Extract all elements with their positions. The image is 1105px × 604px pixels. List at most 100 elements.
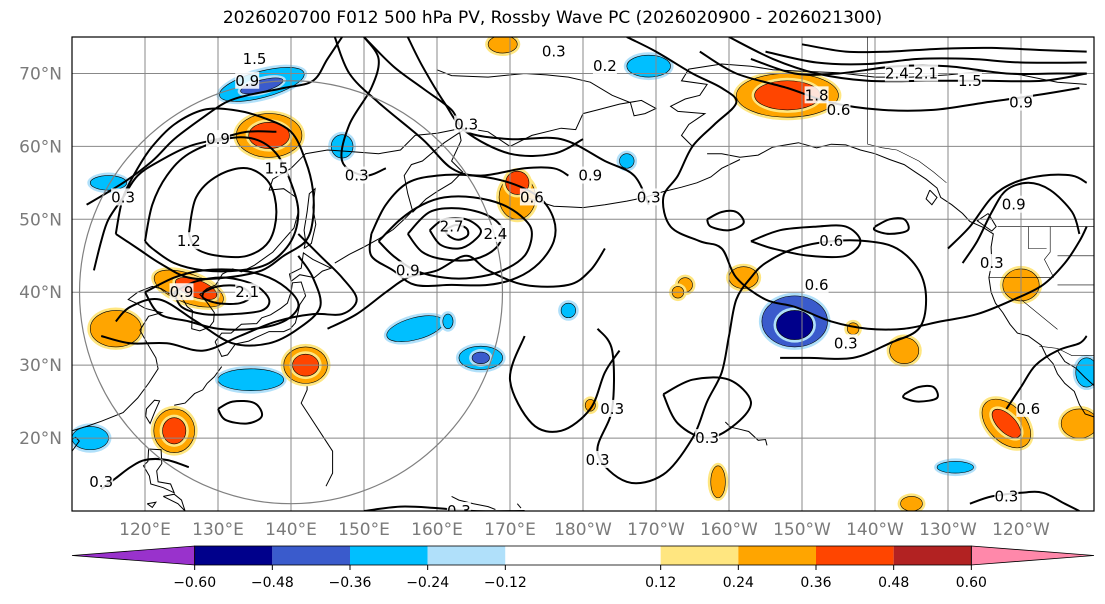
negative-pv-anomaly [471,351,490,364]
negative-pv-anomaly [217,368,284,391]
rossby-contour [100,458,190,490]
contour-label-bg [89,472,114,490]
contour-label: 2.4 [885,64,909,82]
focus-circle-outline [78,80,504,505]
colorbar-frame [194,545,972,566]
contour-label-bg [979,254,1004,272]
rossby-contour [217,399,264,425]
rossby-contour [114,107,315,281]
contour-label: 0.9 [396,261,420,279]
contour-label-bg [446,502,471,511]
rossby-contour [626,37,1088,331]
contour-labels: 1.5 0.9 0.3 0.2 0.3 0.9 1.5 0.3 0.3 1.2 0.9 2.1 0.6 0… [89,42,1041,520]
positive-pv-anomaly [710,465,726,499]
contour-label-bg [578,166,603,184]
lon-tick-label: 150°W [773,520,831,540]
contour-label: 0.3 [980,254,1004,272]
contour-label: 0.3 [447,502,471,520]
contour-label-bg [585,450,610,468]
rossby-contour [92,130,277,271]
colorbar-tick-label: 0.60 [956,575,987,591]
contour-label-bg [833,334,858,352]
rossby-contour [969,490,1080,511]
contour-label: 0.6 [805,276,829,294]
lat-tick-label: 20°N [19,429,62,449]
longitude-ticks: 120°E 130°E 140°E 150°E 160°E 170°E 180°W 170°W… [119,520,1050,540]
lon-tick-label: 130°W [919,520,977,540]
contour-label: 0.2 [593,57,617,75]
rossby-contour [801,43,1087,54]
contour-label-bg [957,71,982,89]
contour-label: 1.5 [264,159,288,177]
colorbar-bin [816,546,894,565]
rossby-contour [144,268,300,331]
contour-label-bg [235,283,260,301]
colorbar-tick-label: 0.48 [878,575,909,591]
contour-label-bg [454,115,479,133]
colorbar-tick-label: −0.24 [406,575,449,591]
lon-tick-label: 180°W [554,520,612,540]
rossby-contour [86,37,343,206]
contour-label-bg [804,275,829,293]
rossby-contour [327,247,606,330]
contour-label-bg [264,159,289,177]
colorbar-bin [427,546,506,565]
lon-tick-label: 140°W [846,520,904,540]
contour-label-bg [169,283,194,301]
colorbar-bin [893,546,972,565]
coastline [72,69,658,432]
contour-label: 0.9 [235,72,259,90]
contour-label-bg [819,232,844,250]
lon-tick-label: 170°E [484,520,536,540]
colorbar-bin [660,546,739,565]
lon-tick-label: 160°W [700,520,758,540]
contour-label: 1.5 [243,50,267,68]
contour-label: 2.1 [235,283,259,301]
rossby-contour [100,233,358,352]
rossby-contour [508,335,621,433]
contour-label-bg [994,487,1019,505]
colorbar-bin [738,546,816,565]
rossby-contour [872,217,910,235]
rossby-contour [368,173,557,287]
contour-label-bg [176,232,201,250]
coastline [976,213,997,232]
contour-label: 0.3 [834,334,858,352]
coastline [214,281,307,357]
contour-label: 0.9 [578,167,602,185]
coastline [146,501,157,509]
rossby-contour [333,37,569,177]
positive-pv-anomaly [584,399,596,412]
lon-tick-label: 170°W [627,520,685,540]
contour-label: 0.9 [170,283,194,301]
lon-tick-label: 140°E [265,520,317,540]
colorbar-tick-label: −0.36 [329,575,372,591]
contour-label-bg [695,429,720,447]
contour-label: 0.3 [695,429,719,447]
contour-label: 2.1 [914,64,938,82]
rossby-contour [662,376,752,440]
focus-circle [78,80,504,505]
contour-label-bg [235,71,260,89]
negative-pv-anomaly [776,310,814,340]
contour-label-bg [1016,399,1041,417]
contour-label-bg [826,100,851,118]
contour-label-bg [206,130,230,148]
contour-label: 0.9 [1002,196,1026,214]
rossby-contour [902,384,939,403]
contour-label-bg [344,166,369,184]
coastline [163,493,186,511]
colorbar-extend-high [970,545,1095,566]
rossby-contour [706,209,745,232]
negative-pv-anomaly [442,313,454,329]
contour-label: 0.3 [345,167,369,185]
contour-label: 0.3 [111,188,135,206]
coastline [528,159,741,209]
contour-label-bg [483,224,508,242]
contour-label: 1.2 [177,232,201,250]
coastline [300,386,334,487]
positive-pv-anomaly [162,417,187,445]
contour-label-bg [242,49,267,67]
contour-label-bg [1009,93,1033,111]
